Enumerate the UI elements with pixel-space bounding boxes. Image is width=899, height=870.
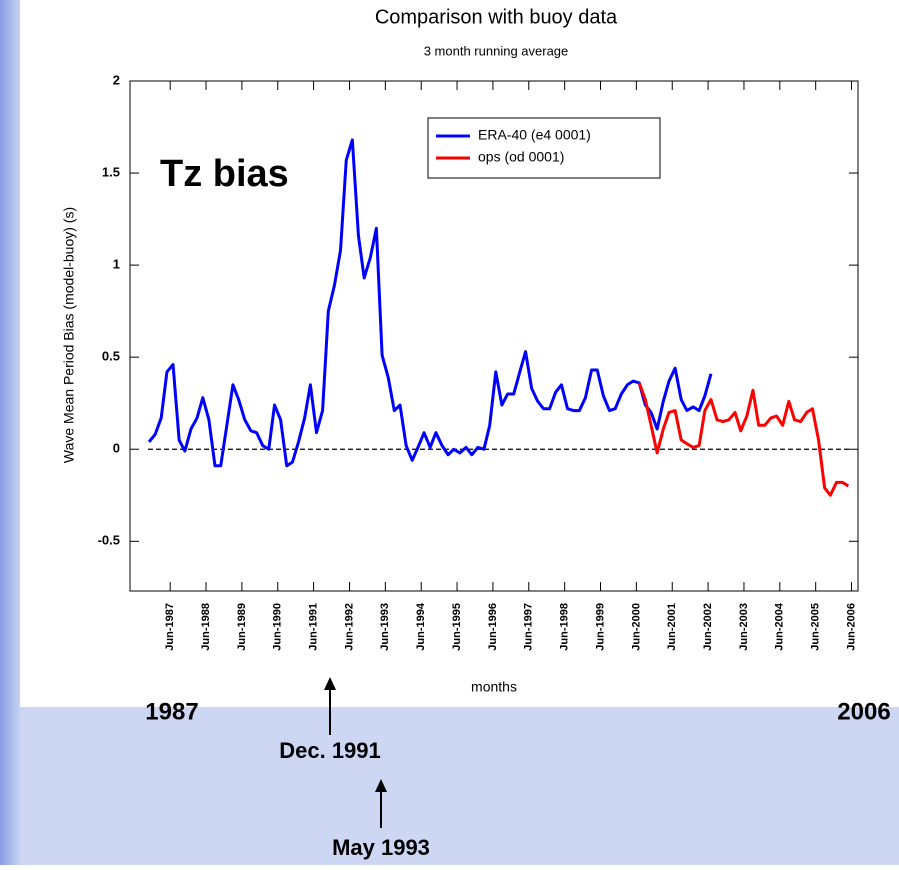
x-tick-label: Jun-1993 bbox=[379, 603, 391, 651]
y-tick-label: -0.5 bbox=[98, 533, 120, 548]
x-tick-label: Jun-1992 bbox=[343, 603, 355, 651]
slide-note: May 1993 bbox=[332, 835, 430, 860]
x-tick-label: Jun-2001 bbox=[666, 603, 678, 651]
x-tick-label: Jun-1991 bbox=[308, 603, 320, 651]
legend: ERA-40 (e4 0001) ops (od 0001) bbox=[427, 117, 661, 179]
x-tick-label: Jun-1997 bbox=[523, 603, 535, 651]
slide-edge bbox=[0, 0, 22, 865]
x-tick-label: Jun-1996 bbox=[487, 603, 499, 651]
y-tick-label: 2 bbox=[113, 72, 120, 87]
slide-note: 2006 bbox=[837, 698, 890, 725]
plot-frame bbox=[129, 80, 859, 592]
y-tick-label: 1 bbox=[113, 257, 120, 272]
legend-box bbox=[427, 117, 661, 179]
x-tick-label: Jun-1988 bbox=[200, 603, 212, 651]
chart-panel bbox=[20, 0, 899, 707]
x-tick-label: Jun-1995 bbox=[451, 603, 463, 651]
arrow-head bbox=[375, 779, 387, 792]
slide-note: Dec. 1991 bbox=[279, 738, 381, 763]
series-line bbox=[147, 138, 713, 468]
x-tick-label: Jun-1994 bbox=[415, 602, 427, 651]
x-tick-label: Jun-2003 bbox=[738, 603, 750, 651]
x-tick-label: Jun-2002 bbox=[702, 603, 714, 651]
x-tick-label: Jun-2006 bbox=[845, 603, 857, 651]
x-tick-label: Jun-1999 bbox=[594, 603, 606, 651]
slide-note: 1987 bbox=[145, 698, 198, 725]
y-axis-label: Wave Mean Period Bias (model-buoy) (s) bbox=[61, 207, 77, 463]
chart-subtitle: 3 month running average bbox=[424, 43, 569, 58]
x-axis-label: months bbox=[471, 679, 517, 695]
y-tick-label: 0 bbox=[113, 441, 120, 456]
arrow-head bbox=[324, 677, 336, 690]
series-line bbox=[637, 382, 850, 497]
x-tick-label: Jun-1989 bbox=[236, 603, 248, 651]
x-tick-label: Jun-1990 bbox=[272, 603, 284, 651]
annotation: Tz bias bbox=[160, 153, 289, 195]
legend-label: ops (od 0001) bbox=[478, 149, 564, 165]
x-tick-label: Jun-1998 bbox=[559, 603, 571, 651]
x-tick-label: Jun-2004 bbox=[774, 602, 786, 651]
x-tick-label: Jun-2005 bbox=[810, 603, 822, 651]
y-tick-label: 0.5 bbox=[102, 349, 120, 364]
chart-title: Comparison with buoy data bbox=[375, 6, 618, 28]
legend-label: ERA-40 (e4 0001) bbox=[478, 127, 591, 143]
x-tick-label: Jun-2000 bbox=[630, 603, 642, 651]
y-tick-label: 1.5 bbox=[102, 164, 120, 179]
x-tick-label: Jun-1987 bbox=[164, 603, 176, 651]
